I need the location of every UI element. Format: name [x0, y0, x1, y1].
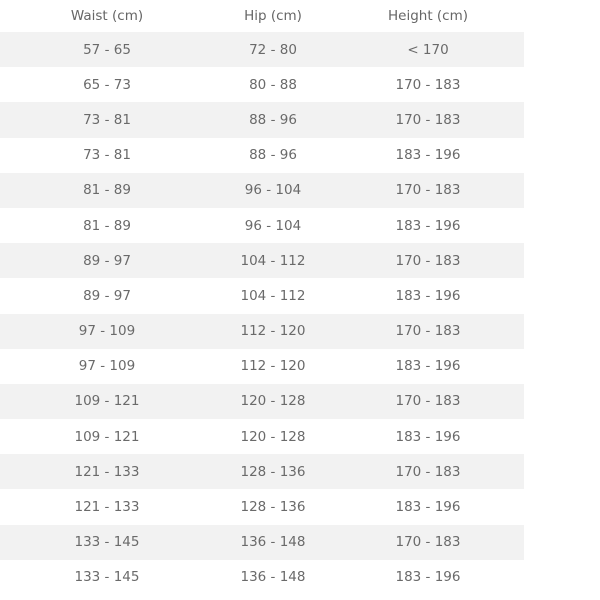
hip-cell: 88 - 96 [249, 147, 297, 164]
table-row: 133 - 145 136 - 148 183 - 196 [0, 560, 524, 595]
table-row: 133 - 145 136 - 148 170 - 183 [0, 524, 524, 560]
waist-cell: 133 - 145 [0, 524, 214, 560]
height-cell: < 170 [332, 32, 524, 68]
table-row: 109 - 121 120 - 128 183 - 196 [0, 419, 524, 454]
table-row: 121 - 133 128 - 136 183 - 196 [0, 489, 524, 524]
waist-cell: 65 - 73 [83, 76, 131, 93]
hip-cell: 96 - 104 [244, 217, 302, 234]
table-row: 81 - 89 96 - 104 183 - 196 [0, 208, 524, 243]
hip-cell: 80 - 88 [249, 76, 297, 93]
waist-cell: 89 - 97 [83, 287, 131, 304]
table-row: 73 - 81 88 - 96 183 - 196 [0, 138, 524, 173]
hip-cell: 104 - 112 [240, 287, 306, 304]
waist-cell: 89 - 97 [0, 243, 214, 279]
hip-cell: 120 - 128 [214, 383, 332, 420]
hip-cell: 104 - 112 [214, 243, 332, 279]
waist-cell: 121 - 133 [74, 499, 140, 516]
size-chart-table: Waist (cm) Hip (cm) Height (cm) 57 - 65 7… [0, 0, 524, 595]
header-waist: Waist (cm) [70, 8, 144, 24]
height-cell: 183 - 196 [395, 358, 461, 375]
hip-cell: 136 - 148 [240, 569, 306, 586]
hip-cell: 88 - 96 [214, 102, 332, 138]
table-row: 57 - 65 72 - 80 < 170 [0, 32, 524, 68]
height-cell: 170 - 183 [332, 313, 524, 349]
waist-cell: 97 - 109 [0, 313, 214, 349]
hip-cell: 128 - 136 [214, 454, 332, 490]
waist-cell: 81 - 89 [83, 217, 131, 234]
table-row: 109 - 121 120 - 128 170 - 183 [0, 383, 524, 420]
waist-cell: 73 - 81 [0, 102, 214, 138]
height-cell: 170 - 183 [395, 76, 461, 93]
waist-cell: 81 - 89 [0, 172, 214, 208]
hip-cell: 72 - 80 [214, 32, 332, 68]
waist-cell: 73 - 81 [83, 147, 131, 164]
height-cell: 170 - 183 [332, 524, 524, 560]
hip-cell: 96 - 104 [214, 172, 332, 208]
height-cell: 183 - 196 [395, 569, 461, 586]
hip-cell: 112 - 120 [214, 313, 332, 349]
table-row: 97 - 109 112 - 120 170 - 183 [0, 313, 524, 349]
header-row: Waist (cm) Hip (cm) Height (cm) [0, 0, 524, 32]
waist-cell: 109 - 121 [0, 383, 214, 420]
table-row: 89 - 97 104 - 112 183 - 196 [0, 278, 524, 313]
header-hip: Hip (cm) [244, 8, 302, 24]
waist-cell: 109 - 121 [74, 428, 140, 445]
height-cell: 170 - 183 [332, 454, 524, 490]
waist-cell: 133 - 145 [74, 569, 140, 586]
height-cell: 183 - 196 [395, 287, 461, 304]
waist-cell: 57 - 65 [0, 32, 214, 68]
table-row: 81 - 89 96 - 104 170 - 183 [0, 172, 524, 208]
table-row: 73 - 81 88 - 96 170 - 183 [0, 102, 524, 138]
height-cell: 183 - 196 [395, 428, 461, 445]
height-cell: 170 - 183 [332, 243, 524, 279]
waist-cell: 97 - 109 [78, 358, 136, 375]
height-cell: 170 - 183 [332, 102, 524, 138]
table-row: 65 - 73 80 - 88 170 - 183 [0, 67, 524, 102]
hip-cell: 120 - 128 [240, 428, 306, 445]
hip-cell: 136 - 148 [214, 524, 332, 560]
hip-cell: 128 - 136 [240, 499, 306, 516]
table-row: 121 - 133 128 - 136 170 - 183 [0, 454, 524, 490]
height-cell: 183 - 196 [395, 217, 461, 234]
height-cell: 183 - 196 [395, 499, 461, 516]
table-row: 89 - 97 104 - 112 170 - 183 [0, 243, 524, 279]
height-cell: 170 - 183 [332, 383, 524, 420]
table-row: 97 - 109 112 - 120 183 - 196 [0, 349, 524, 384]
height-cell: 170 - 183 [332, 172, 524, 208]
waist-cell: 121 - 133 [0, 454, 214, 490]
hip-cell: 112 - 120 [240, 358, 306, 375]
header-height: Height (cm) [387, 8, 469, 24]
height-cell: 183 - 196 [395, 147, 461, 164]
